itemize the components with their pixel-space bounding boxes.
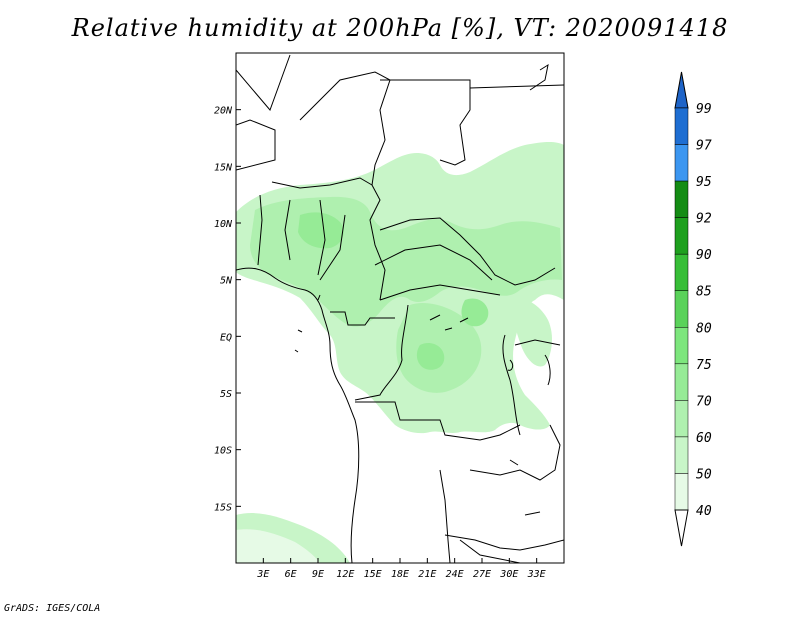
- lon-tick-label: 27E: [473, 569, 491, 580]
- lon-tick-label: 12E: [336, 569, 354, 580]
- colorbar-band: [674, 363, 689, 401]
- colorbar-band: [674, 327, 689, 365]
- colorbar-label: 60: [696, 431, 712, 446]
- humidity-shading: [236, 141, 564, 563]
- colorbar-band: [674, 144, 689, 182]
- lat-tick-label: 20N: [214, 106, 233, 117]
- lon-tick-label: 9E: [312, 569, 324, 580]
- lon-tick-label: 24E: [446, 569, 464, 580]
- lon-tick-label: 15E: [364, 569, 382, 580]
- colorbar-top-arrow: [674, 71, 689, 109]
- lat-tick-label: 10N: [214, 219, 233, 230]
- lon-tick-label: 6E: [285, 569, 297, 580]
- map-borders: [236, 54, 564, 563]
- colorbar-label: 75: [696, 358, 712, 373]
- lat-tick-label: 15N: [214, 162, 233, 173]
- lon-tick-label: 18E: [391, 569, 409, 580]
- colorbar-label: 80: [696, 321, 712, 336]
- colorbar-label: 40: [696, 504, 712, 519]
- colorbar-band: [674, 253, 689, 291]
- colorbar-band: [674, 436, 689, 474]
- colorbar-label: 95: [696, 175, 712, 190]
- colorbar-band: [674, 290, 689, 328]
- lon-tick-label: 3E: [256, 569, 269, 580]
- longitude-axis: 3E 6E 9E 12E 15E 18E 21E 24E 27E 30E 33E: [256, 558, 546, 580]
- lat-tick-label: 5N: [220, 276, 233, 287]
- colorbar-band: [674, 107, 689, 145]
- lat-tick-label: 15S: [214, 502, 232, 513]
- footer-credit: GrADS: IGES/COLA: [4, 603, 101, 614]
- lat-tick-label: 5S: [220, 389, 232, 400]
- colorbar-label: 85: [696, 285, 712, 300]
- colorbar-label: 97: [696, 139, 712, 154]
- lat-tick-label: EQ: [220, 332, 232, 343]
- lon-tick-label: 21E: [418, 569, 436, 580]
- colorbar-band: [674, 400, 689, 438]
- colorbar-band: [674, 473, 689, 511]
- lon-tick-label: 30E: [499, 569, 518, 580]
- colorbar-label: 70: [696, 394, 712, 409]
- colorbar: 40 50 60 70 75 80 85 90 92 95 97 99: [674, 71, 712, 547]
- colorbar-label: 99: [696, 102, 712, 117]
- colorbar-label: 50: [696, 467, 712, 482]
- latitude-axis: 20N 15N 10N 5N EQ 5S 10S 15S: [214, 106, 241, 513]
- colorbar-band: [674, 180, 689, 218]
- colorbar-label: 90: [696, 248, 712, 263]
- map-title: Relative humidity at 200hPa [%], VT: 202…: [71, 14, 729, 42]
- lon-tick-label: 33E: [527, 569, 546, 580]
- lat-tick-label: 10S: [214, 446, 232, 457]
- colorbar-bottom-arrow: [674, 509, 689, 547]
- colorbar-band: [674, 217, 689, 255]
- colorbar-label: 92: [696, 212, 712, 227]
